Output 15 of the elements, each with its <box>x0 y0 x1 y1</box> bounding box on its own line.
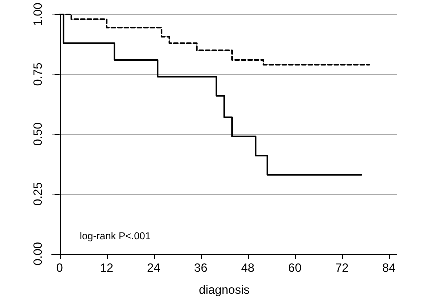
y-tick-label: 0.50 <box>31 122 45 146</box>
x-tick-label: 0 <box>56 261 64 275</box>
x-tick-label: 48 <box>241 261 256 275</box>
x-axis-title: diagnosis <box>199 283 250 297</box>
annotation: log-rank P<.001 <box>80 232 152 242</box>
x-tick-label: 84 <box>382 261 396 275</box>
x-tick-label: 60 <box>288 261 302 275</box>
y-tick-label: 0.25 <box>31 182 45 206</box>
x-tick-label: 36 <box>194 261 208 275</box>
y-tick-label: 0.00 <box>31 242 45 266</box>
x-tick-label: 24 <box>147 261 161 275</box>
y-tick-label: 0.75 <box>31 62 45 86</box>
x-tick-label: 12 <box>100 261 114 275</box>
y-tick-label: 1.00 <box>31 2 45 26</box>
x-tick-label: 72 <box>335 261 350 275</box>
